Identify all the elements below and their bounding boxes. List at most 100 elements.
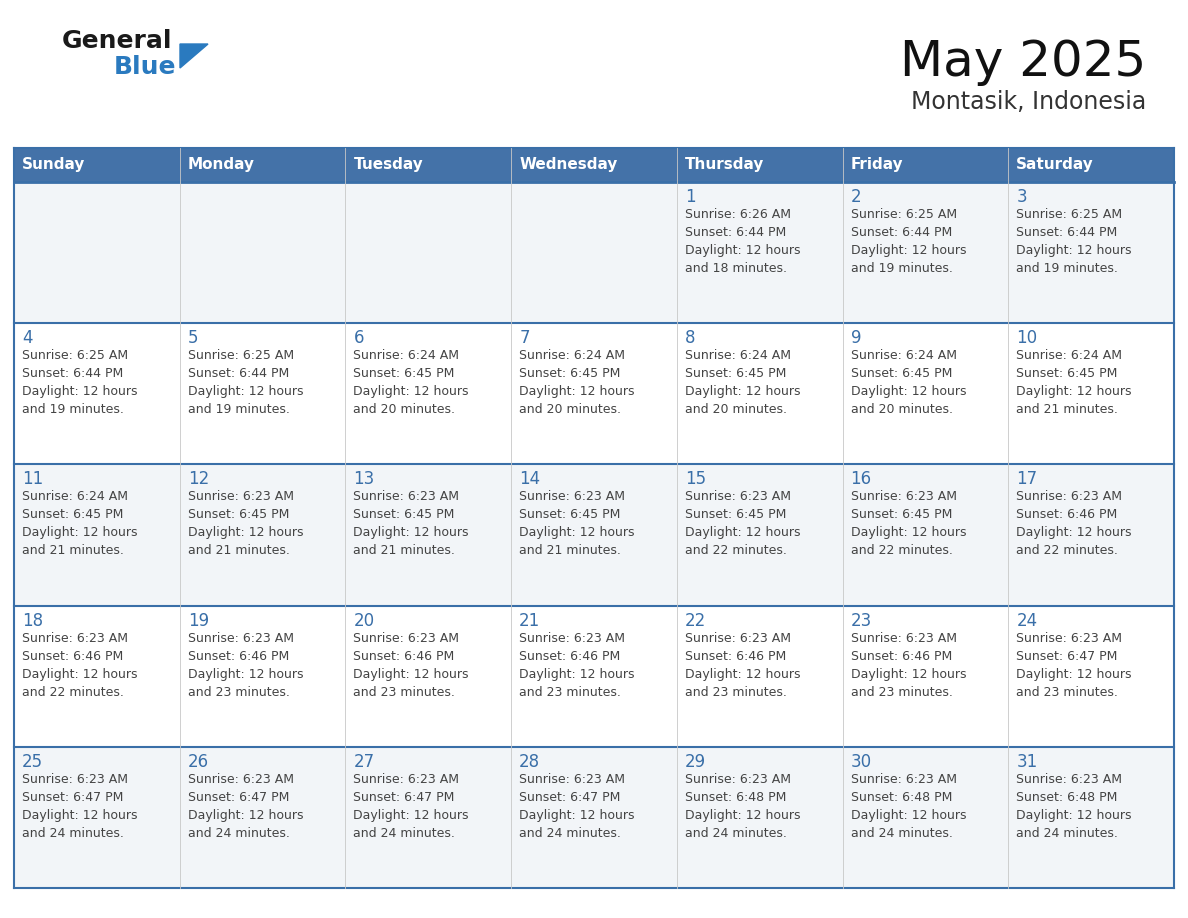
Text: Daylight: 12 hours: Daylight: 12 hours — [1016, 386, 1132, 398]
Text: and 23 minutes.: and 23 minutes. — [353, 686, 455, 699]
Text: Sunset: 6:46 PM: Sunset: 6:46 PM — [684, 650, 786, 663]
Bar — [14, 148, 179, 182]
Text: Daylight: 12 hours: Daylight: 12 hours — [684, 244, 801, 257]
Text: Thursday: Thursday — [684, 158, 764, 173]
Bar — [14, 606, 179, 747]
Bar — [14, 465, 179, 606]
Bar — [511, 465, 677, 606]
Bar — [179, 323, 346, 465]
Text: 18: 18 — [23, 611, 43, 630]
Bar — [677, 182, 842, 323]
Text: Sunset: 6:44 PM: Sunset: 6:44 PM — [1016, 226, 1118, 239]
Text: Sunrise: 6:25 AM: Sunrise: 6:25 AM — [23, 349, 128, 363]
Text: and 23 minutes.: and 23 minutes. — [188, 686, 290, 699]
Text: 8: 8 — [684, 330, 695, 347]
Text: General: General — [62, 29, 172, 53]
Text: Sunrise: 6:23 AM: Sunrise: 6:23 AM — [23, 632, 128, 644]
Text: 12: 12 — [188, 470, 209, 488]
Text: and 19 minutes.: and 19 minutes. — [1016, 262, 1118, 275]
Text: 31: 31 — [1016, 753, 1037, 771]
Bar — [677, 323, 842, 465]
Bar — [842, 323, 1009, 465]
Text: 26: 26 — [188, 753, 209, 771]
Text: Sunrise: 6:24 AM: Sunrise: 6:24 AM — [23, 490, 128, 503]
Bar — [677, 465, 842, 606]
Bar — [179, 148, 346, 182]
Text: 24: 24 — [1016, 611, 1037, 630]
Text: Sunrise: 6:23 AM: Sunrise: 6:23 AM — [684, 490, 791, 503]
Text: Daylight: 12 hours: Daylight: 12 hours — [188, 386, 303, 398]
Text: Daylight: 12 hours: Daylight: 12 hours — [353, 526, 469, 540]
Bar — [511, 747, 677, 888]
Text: Sunset: 6:45 PM: Sunset: 6:45 PM — [353, 509, 455, 521]
Text: 19: 19 — [188, 611, 209, 630]
Bar — [511, 182, 677, 323]
Bar — [511, 606, 677, 747]
Text: and 19 minutes.: and 19 minutes. — [23, 403, 124, 416]
Text: Sunset: 6:46 PM: Sunset: 6:46 PM — [519, 650, 620, 663]
Bar — [14, 182, 179, 323]
Text: Daylight: 12 hours: Daylight: 12 hours — [353, 667, 469, 680]
Bar — [842, 148, 1009, 182]
Text: Sunset: 6:47 PM: Sunset: 6:47 PM — [519, 790, 620, 804]
Text: 21: 21 — [519, 611, 541, 630]
Text: Sunset: 6:47 PM: Sunset: 6:47 PM — [1016, 650, 1118, 663]
Text: Daylight: 12 hours: Daylight: 12 hours — [851, 667, 966, 680]
Text: and 20 minutes.: and 20 minutes. — [851, 403, 953, 416]
Text: Sunrise: 6:26 AM: Sunrise: 6:26 AM — [684, 208, 791, 221]
Text: 16: 16 — [851, 470, 872, 488]
Bar — [1009, 606, 1174, 747]
Text: Sunset: 6:44 PM: Sunset: 6:44 PM — [684, 226, 786, 239]
Bar — [346, 606, 511, 747]
Text: Daylight: 12 hours: Daylight: 12 hours — [684, 386, 801, 398]
Text: and 24 minutes.: and 24 minutes. — [353, 827, 455, 840]
Text: and 21 minutes.: and 21 minutes. — [23, 544, 124, 557]
Text: 13: 13 — [353, 470, 374, 488]
Text: Sunrise: 6:23 AM: Sunrise: 6:23 AM — [1016, 773, 1123, 786]
Text: and 21 minutes.: and 21 minutes. — [1016, 403, 1118, 416]
Text: Sunrise: 6:23 AM: Sunrise: 6:23 AM — [519, 490, 625, 503]
Text: Sunrise: 6:24 AM: Sunrise: 6:24 AM — [851, 349, 956, 363]
Text: 3: 3 — [1016, 188, 1026, 206]
Text: Tuesday: Tuesday — [353, 158, 423, 173]
Text: and 24 minutes.: and 24 minutes. — [684, 827, 786, 840]
Bar — [677, 148, 842, 182]
Text: Blue: Blue — [114, 55, 177, 79]
Text: 29: 29 — [684, 753, 706, 771]
Text: Sunset: 6:46 PM: Sunset: 6:46 PM — [851, 650, 952, 663]
Text: Sunrise: 6:24 AM: Sunrise: 6:24 AM — [519, 349, 625, 363]
Text: 25: 25 — [23, 753, 43, 771]
Text: Sunrise: 6:23 AM: Sunrise: 6:23 AM — [188, 490, 293, 503]
Polygon shape — [181, 44, 208, 68]
Bar — [179, 606, 346, 747]
Text: Sunset: 6:45 PM: Sunset: 6:45 PM — [851, 509, 952, 521]
Text: Sunset: 6:45 PM: Sunset: 6:45 PM — [188, 509, 289, 521]
Text: Sunrise: 6:25 AM: Sunrise: 6:25 AM — [851, 208, 956, 221]
Text: Daylight: 12 hours: Daylight: 12 hours — [851, 526, 966, 540]
Bar — [1009, 465, 1174, 606]
Text: Sunset: 6:45 PM: Sunset: 6:45 PM — [1016, 367, 1118, 380]
Text: Sunset: 6:46 PM: Sunset: 6:46 PM — [1016, 509, 1118, 521]
Bar — [346, 182, 511, 323]
Text: Sunrise: 6:23 AM: Sunrise: 6:23 AM — [188, 632, 293, 644]
Text: 17: 17 — [1016, 470, 1037, 488]
Text: Daylight: 12 hours: Daylight: 12 hours — [684, 667, 801, 680]
Text: and 20 minutes.: and 20 minutes. — [353, 403, 455, 416]
Bar — [677, 747, 842, 888]
Text: 20: 20 — [353, 611, 374, 630]
Text: 28: 28 — [519, 753, 541, 771]
Text: and 24 minutes.: and 24 minutes. — [519, 827, 621, 840]
Text: 23: 23 — [851, 611, 872, 630]
Text: Wednesday: Wednesday — [519, 158, 618, 173]
Text: 1: 1 — [684, 188, 695, 206]
Text: and 23 minutes.: and 23 minutes. — [684, 686, 786, 699]
Text: and 24 minutes.: and 24 minutes. — [851, 827, 953, 840]
Text: Sunset: 6:44 PM: Sunset: 6:44 PM — [23, 367, 124, 380]
Text: Sunrise: 6:23 AM: Sunrise: 6:23 AM — [851, 490, 956, 503]
Bar — [346, 747, 511, 888]
Text: 10: 10 — [1016, 330, 1037, 347]
Bar — [346, 323, 511, 465]
Bar — [179, 465, 346, 606]
Text: Sunrise: 6:23 AM: Sunrise: 6:23 AM — [684, 632, 791, 644]
Text: and 23 minutes.: and 23 minutes. — [851, 686, 953, 699]
